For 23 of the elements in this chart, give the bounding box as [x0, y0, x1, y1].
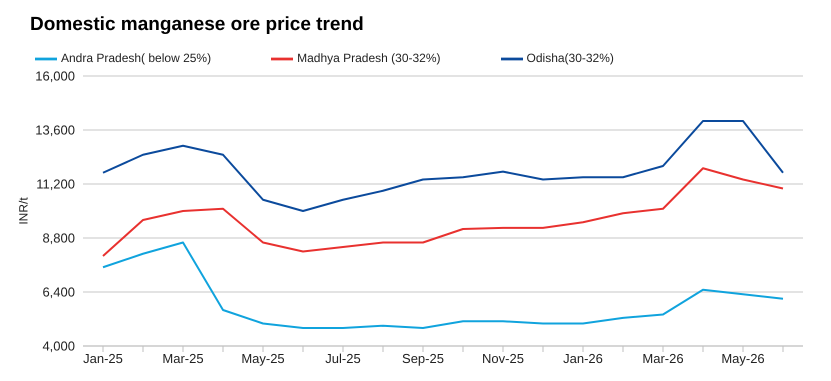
y-axis-title: INR/t	[16, 196, 30, 225]
x-tick-label: Jan-26	[563, 351, 603, 366]
x-tick-label: Jul-25	[325, 351, 361, 366]
x-tick-label: Mar-26	[642, 351, 684, 366]
y-tick-label: 16,000	[35, 68, 75, 84]
chart-title: Domestic manganese ore price trend	[29, 13, 365, 37]
x-tick-label: Sep-25	[402, 351, 444, 366]
y-tick-label: 11,200	[36, 176, 75, 192]
line-series	[102, 120, 784, 212]
y-tick-label: 6,400	[42, 284, 75, 300]
x-tick-label: Mar-25	[162, 351, 204, 366]
legend-label: Madhya Pradesh (30-32%)	[297, 51, 441, 66]
line-series	[102, 167, 784, 257]
legend-label: Andra Pradesh( below 25%)	[61, 51, 212, 66]
x-tick-label: May-26	[721, 351, 765, 366]
y-tick-label: 13,600	[35, 122, 75, 138]
x-tick-label: Nov-25	[482, 351, 524, 366]
y-tick-label: 8,800	[42, 230, 75, 246]
x-tick-label: Jan-25	[83, 351, 123, 366]
legend-label: Odisha(30-32%)	[526, 51, 614, 66]
line-series	[102, 242, 784, 329]
y-tick-label: 4,000	[42, 338, 75, 354]
x-tick-label: May-25	[241, 351, 285, 366]
